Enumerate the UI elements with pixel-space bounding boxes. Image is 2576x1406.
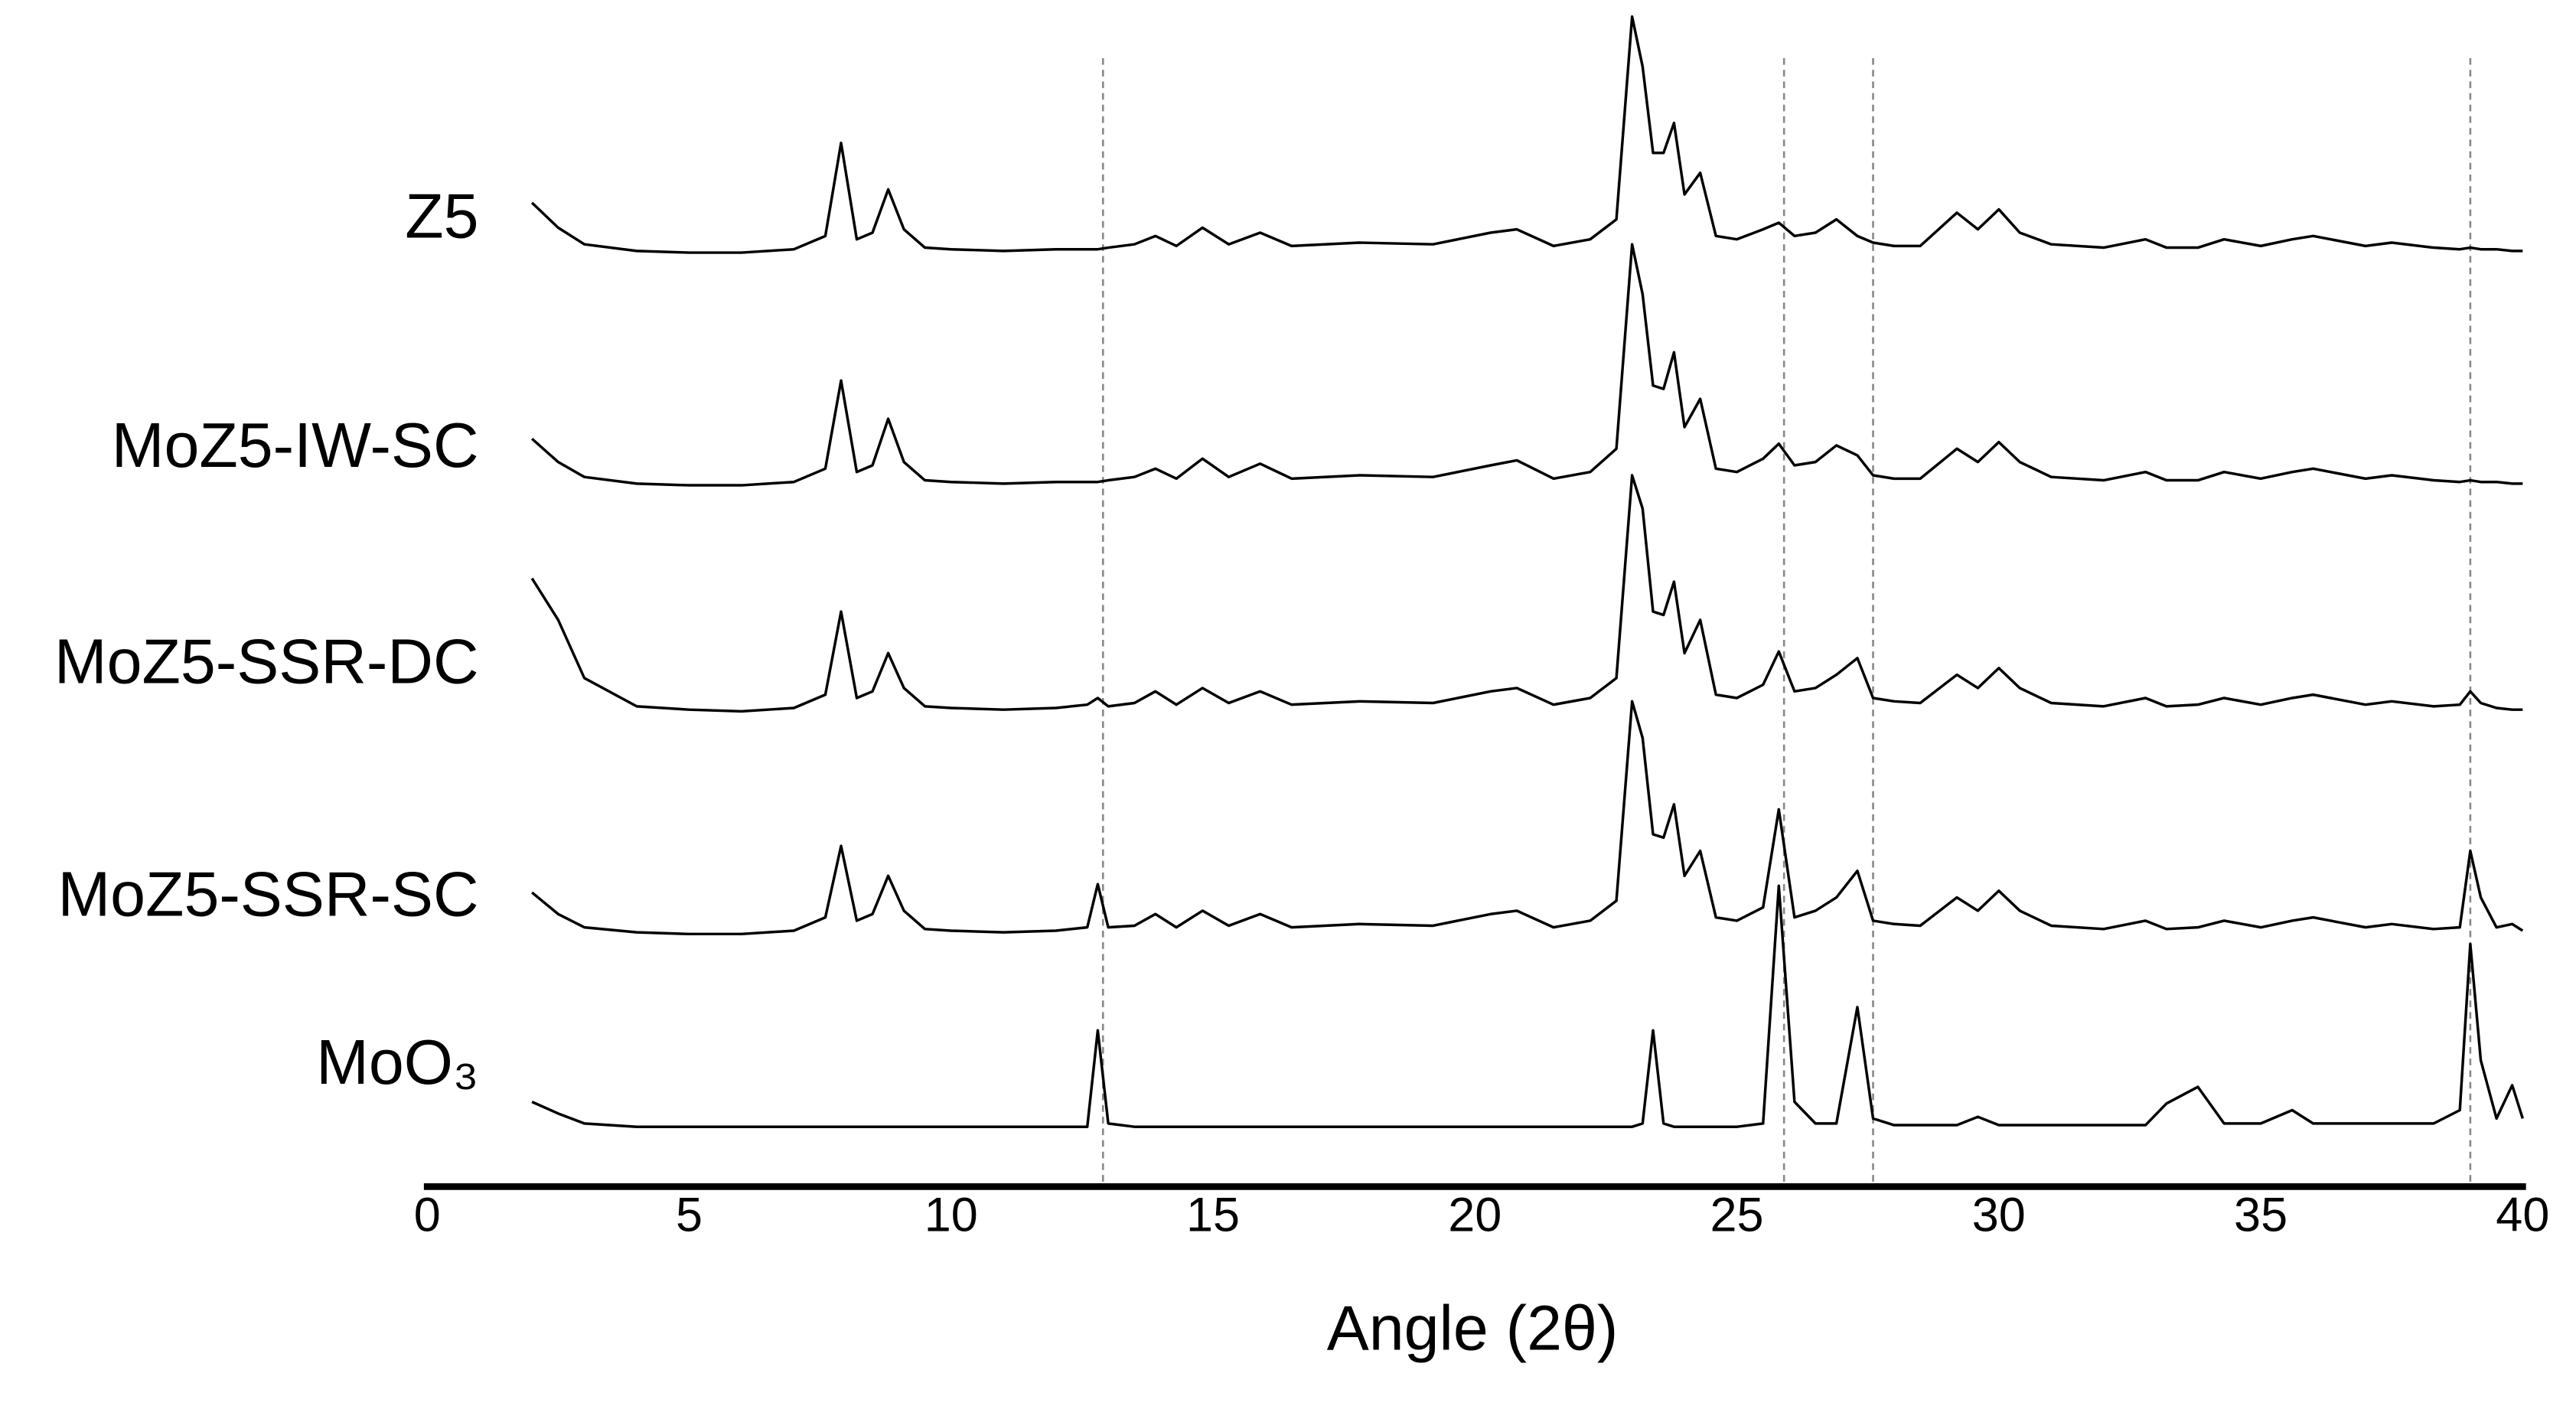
x-tick-label: 40 bbox=[2496, 1188, 2549, 1241]
series-line bbox=[530, 15, 2523, 254]
x-tick-label: 20 bbox=[1448, 1188, 1502, 1241]
series-label: MoZ5-IW-SC bbox=[112, 410, 479, 481]
series-label: MoO₃ bbox=[316, 1027, 478, 1098]
series-line bbox=[531, 700, 2524, 936]
series-label: Z5 bbox=[405, 181, 478, 252]
series-line bbox=[531, 884, 2525, 1128]
x-tick-label: 15 bbox=[1186, 1188, 1240, 1241]
x-tick-label: 30 bbox=[1972, 1188, 2026, 1241]
x-tick-label: 10 bbox=[924, 1188, 978, 1241]
x-tick-label: 35 bbox=[2234, 1188, 2287, 1241]
x-tick-label: 5 bbox=[676, 1188, 703, 1241]
x-axis-label: Angle (2θ) bbox=[1327, 1293, 1619, 1363]
series-label: MoZ5-SSR-DC bbox=[54, 627, 479, 697]
x-tick-label: 0 bbox=[414, 1188, 441, 1241]
series-line bbox=[530, 474, 2523, 713]
x-tick-label: 25 bbox=[1710, 1188, 1764, 1241]
series-line bbox=[530, 243, 2523, 487]
series-label: MoZ5-SSR-SC bbox=[57, 860, 478, 930]
